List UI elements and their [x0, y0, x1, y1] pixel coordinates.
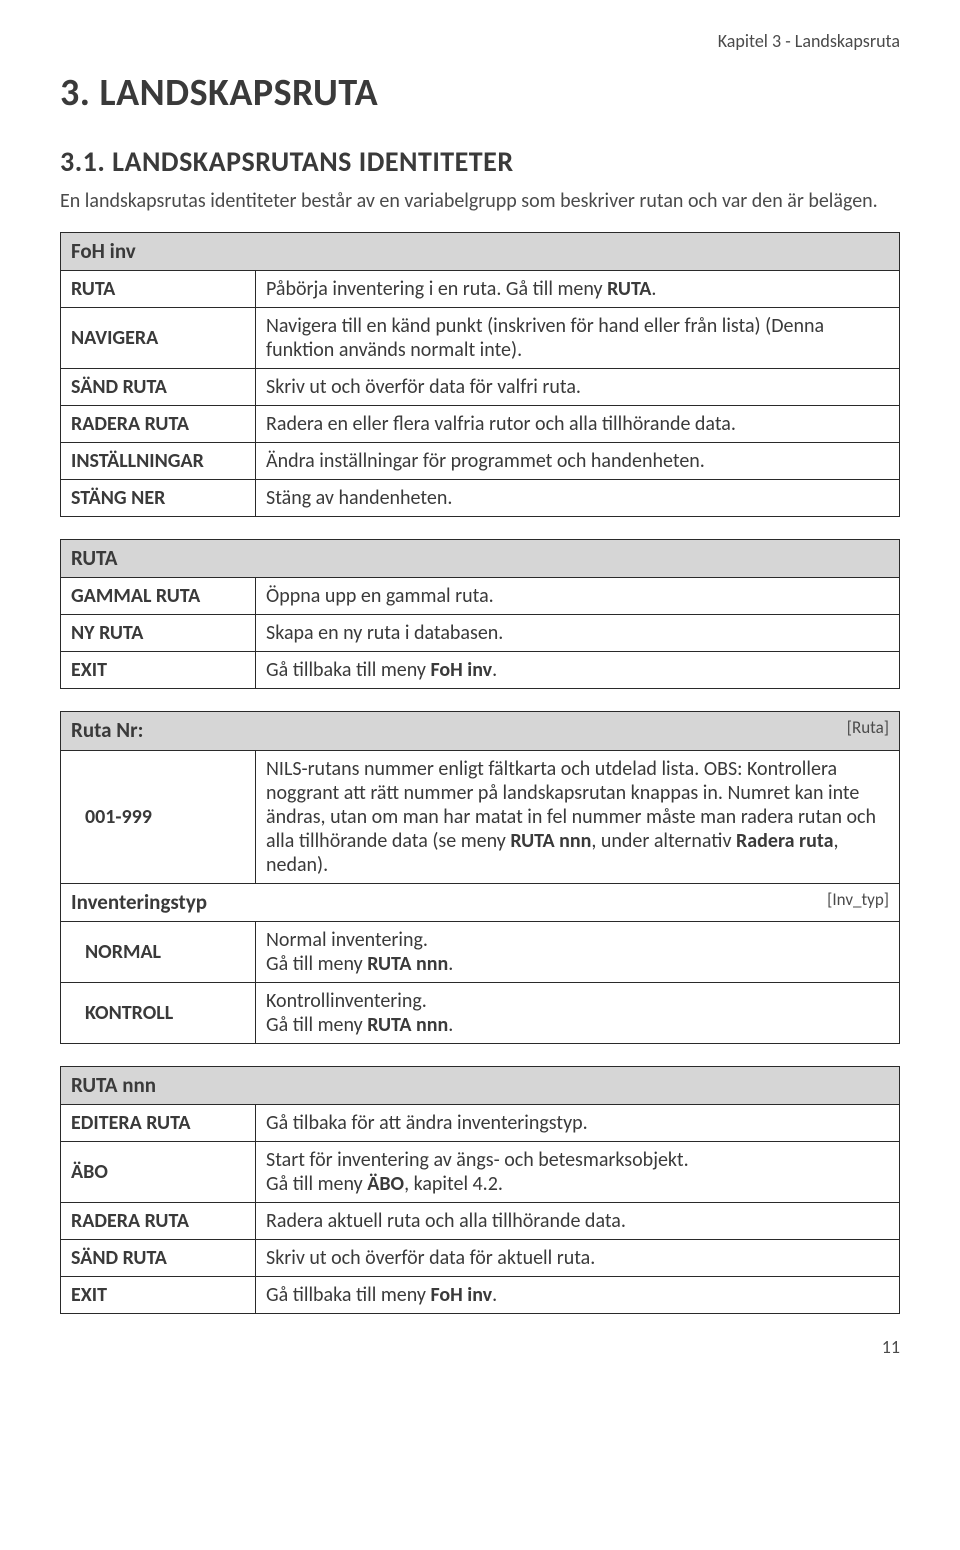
content-table: FoH invRUTAPåbörja inventering i en ruta… — [60, 232, 900, 517]
table-row-key: EDITERA RUTA — [61, 1104, 256, 1141]
section-tag: [Ruta] — [847, 718, 889, 738]
table-row-desc: Navigera till en känd punkt (inskriven f… — [256, 308, 900, 369]
table-row-desc: Radera en eller flera valfria rutor och … — [256, 406, 900, 443]
table-row-key: STÄNG NER — [61, 480, 256, 517]
table-row-desc: Gå tillbaka till meny FoH inv. — [256, 1276, 900, 1313]
table-row-desc: Gå tillbaka till meny FoH inv. — [256, 652, 900, 689]
content-table: RUTA nnnEDITERA RUTAGå tilbaka för att ä… — [60, 1066, 900, 1314]
table-row-desc: Stäng av handenheten. — [256, 480, 900, 517]
table-row-key: EXIT — [61, 1276, 256, 1313]
table-row-key: RUTA — [61, 271, 256, 308]
content-table: RUTAGAMMAL RUTAÖppna upp en gammal ruta.… — [60, 539, 900, 689]
table-row-key: 001-999 — [61, 750, 256, 883]
table-row-key: NORMAL — [61, 921, 256, 982]
section-header: RUTA nnn — [61, 1066, 900, 1104]
table-row-desc: Öppna upp en gammal ruta. — [256, 578, 900, 615]
section-header: FoH inv — [61, 233, 900, 271]
page-number: 11 — [60, 1336, 900, 1358]
subsection-header: Inventeringstyp[Inv_typ] — [61, 883, 900, 921]
table-row-desc: Skapa en ny ruta i databasen. — [256, 615, 900, 652]
table-row-key: INSTÄLLNINGAR — [61, 443, 256, 480]
table-row-desc: Normal inventering.Gå till meny RUTA nnn… — [256, 921, 900, 982]
table-row-desc: Gå tilbaka för att ändra inventeringstyp… — [256, 1104, 900, 1141]
table-row-key: SÄND RUTA — [61, 369, 256, 406]
heading-2: 3.1. LANDSKAPSRUTANS IDENTITETER — [60, 144, 900, 179]
section-header: Ruta Nr:[Ruta] — [61, 712, 900, 750]
chapter-header: Kapitel 3 - Landskapsruta — [60, 30, 900, 52]
table-row-key: RADERA RUTA — [61, 1202, 256, 1239]
subsection-tag: [Inv_typ] — [827, 890, 889, 910]
table-row-desc: Skriv ut och överför data för valfri rut… — [256, 369, 900, 406]
table-row-desc: Påbörja inventering i en ruta. Gå till m… — [256, 271, 900, 308]
table-row-key: NY RUTA — [61, 615, 256, 652]
tables-container: FoH invRUTAPåbörja inventering i en ruta… — [60, 232, 900, 1314]
section-header: RUTA — [61, 540, 900, 578]
table-row-key: NAVIGERA — [61, 308, 256, 369]
table-row-desc: Skriv ut och överför data för aktuell ru… — [256, 1239, 900, 1276]
heading-1: 3. LANDSKAPSRUTA — [60, 70, 900, 116]
table-row-key: EXIT — [61, 652, 256, 689]
table-row-desc: Ändra inställningar för programmet och h… — [256, 443, 900, 480]
table-row-key: RADERA RUTA — [61, 406, 256, 443]
table-row-desc: Radera aktuell ruta och alla tillhörande… — [256, 1202, 900, 1239]
intro-paragraph: En landskapsrutas identiteter består av … — [60, 189, 900, 214]
table-row-key: KONTROLL — [61, 982, 256, 1043]
table-row-key: SÄND RUTA — [61, 1239, 256, 1276]
table-row-desc: Start för inventering av ängs- och betes… — [256, 1141, 900, 1202]
table-row-key: GAMMAL RUTA — [61, 578, 256, 615]
content-table: Ruta Nr:[Ruta]001-999NILS-rutans nummer … — [60, 711, 900, 1043]
table-row-desc: Kontrollinventering.Gå till meny RUTA nn… — [256, 982, 900, 1043]
table-row-key: ÄBO — [61, 1141, 256, 1202]
table-row-desc: NILS-rutans nummer enligt fältkarta och … — [256, 750, 900, 883]
